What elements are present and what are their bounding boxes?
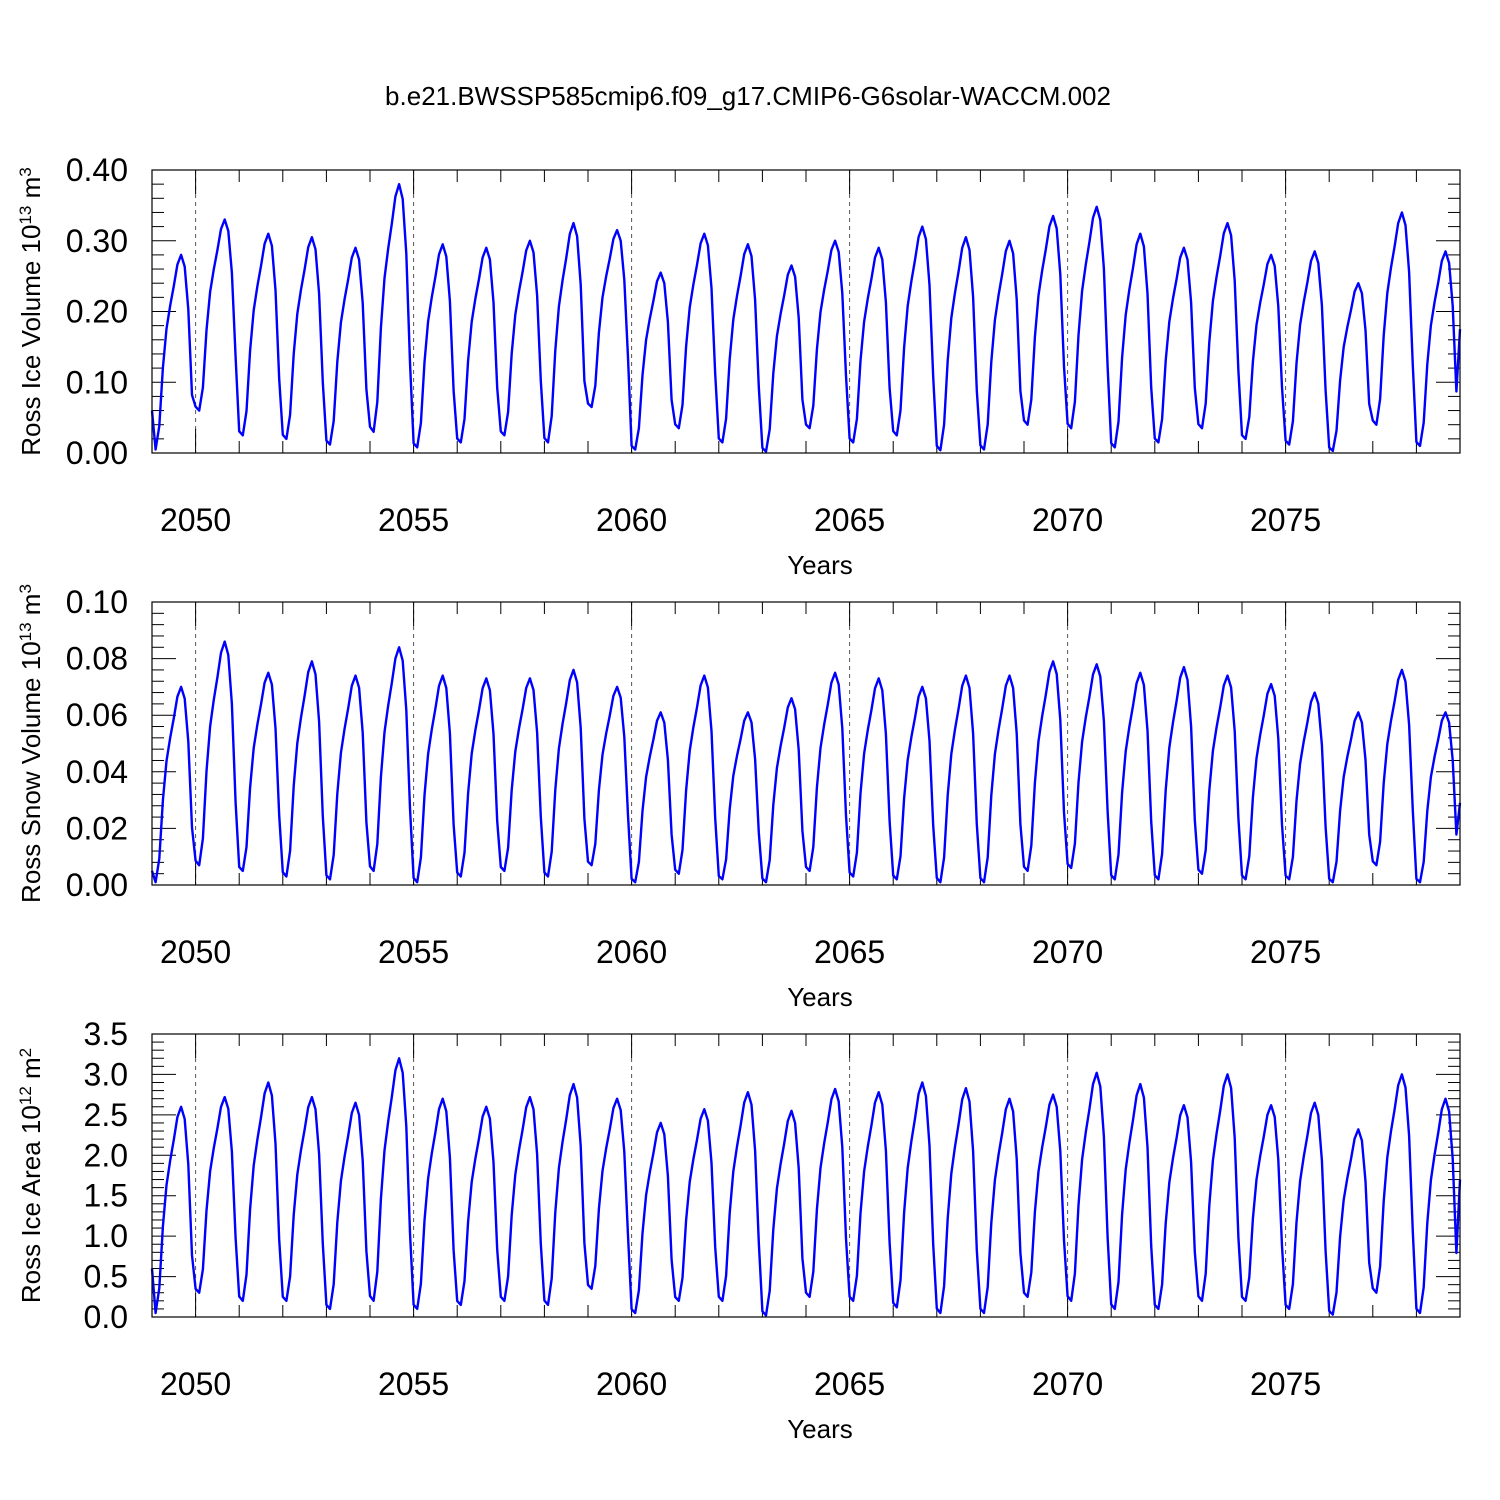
x-tick-label-2075: 2075 [1250,934,1321,970]
y-tick-label: 0.40 [66,152,128,188]
y-tick-label: 3.0 [84,1056,128,1092]
y-tick-label: 1.5 [84,1178,128,1214]
x-tick-label-2050: 2050 [160,502,231,538]
y-tick-label: 0.02 [66,810,128,846]
x-tick-label-2065: 2065 [814,502,885,538]
x-tick-label-2075: 2075 [1250,502,1321,538]
x-tick-label-2050: 2050 [160,934,231,970]
y-axis-title: Ross Ice Area 1012 m2 [16,1048,47,1303]
x-tick-label-2055: 2055 [378,934,449,970]
x-tick-label-2070: 2070 [1032,934,1103,970]
y-tick-label: 0.0 [84,1299,128,1335]
y-tick-label: 2.5 [84,1097,128,1133]
data-series-line [150,183,1462,453]
y-axis-title: Ross Snow Volume 1013 m3 [16,584,47,903]
y-tick-label: 0.06 [66,697,128,733]
x-axis-title: Years [787,1414,853,1444]
x-tick-label-2065: 2065 [814,1366,885,1402]
x-tick-label-2060: 2060 [596,502,667,538]
y-tick-label: 1.0 [84,1218,128,1254]
y-tick-label: 0.04 [66,754,128,790]
y-tick-label: 0.00 [66,867,128,903]
y-axis-title: Ross Ice Volume 1013 m3 [16,167,47,456]
x-tick-label-2055: 2055 [378,1366,449,1402]
x-tick-label-2075: 2075 [1250,1366,1321,1402]
data-series-line [150,640,1462,884]
y-tick-label: 0.10 [66,364,128,400]
data-series-line [150,1057,1462,1317]
y-tick-label: 0.20 [66,294,128,330]
x-tick-label-2050: 2050 [160,1366,231,1402]
x-tick-label-2070: 2070 [1032,502,1103,538]
plot-frame [151,169,1461,454]
x-tick-label-2060: 2060 [596,934,667,970]
chart-title: b.e21.BWSSP585cmip6.f09_g17.CMIP6-G6sola… [385,81,1111,111]
plot-frame [151,1033,1461,1318]
x-tick-label-2060: 2060 [596,1366,667,1402]
x-axis-title: Years [787,550,853,580]
y-tick-label: 0.08 [66,641,128,677]
y-tick-label: 0.00 [66,435,128,471]
plot-frame [151,601,1461,886]
y-tick-label: 3.5 [84,1016,128,1052]
x-tick-label-2065: 2065 [814,934,885,970]
x-tick-label-2055: 2055 [378,502,449,538]
y-tick-label: 2.0 [84,1137,128,1173]
y-tick-label: 0.30 [66,223,128,259]
x-axis-title: Years [787,982,853,1012]
y-tick-label: 0.10 [66,584,128,620]
y-tick-label: 0.5 [84,1259,128,1295]
x-tick-label-2070: 2070 [1032,1366,1103,1402]
